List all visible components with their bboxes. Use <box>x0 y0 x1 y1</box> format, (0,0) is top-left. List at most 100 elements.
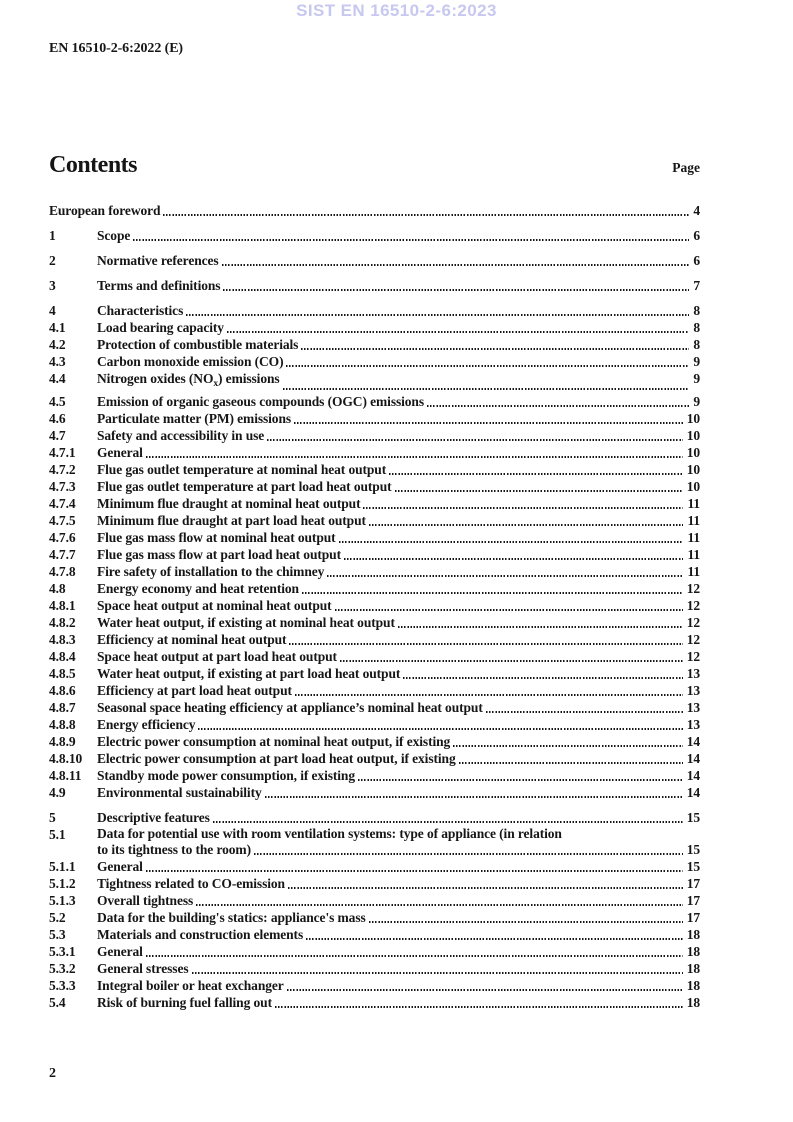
toc-entry-number: 4.8.10 <box>49 751 83 766</box>
toc-entry-title: Data for potential use with room ventila… <box>97 826 562 841</box>
dot-leader <box>394 489 683 492</box>
toc-entry-number: 4.7.8 <box>49 564 76 579</box>
toc-entry: 5.1.2 Tightness related to CO-emission 17 <box>49 875 700 892</box>
toc-entry: 4.4 Nitrogen oxides (NOx) emissions 9 <box>49 370 700 393</box>
toc-entry-title: Scope <box>97 228 131 243</box>
toc-entry-title: Integral boiler or heat exchanger <box>97 978 284 993</box>
dot-leader <box>397 625 683 628</box>
toc-entry-title: Environmental sustainability <box>97 785 262 800</box>
toc-entry-number: 4.8.6 <box>49 683 76 698</box>
toc-entry: 4.8.6 Efficiency at part load heat output… <box>49 682 700 699</box>
toc-entry-number: 4.5 <box>49 394 66 409</box>
toc-page-number: 9 <box>693 371 700 386</box>
dot-leader <box>301 347 690 350</box>
toc-page-number: 14 <box>686 768 700 783</box>
toc-entry-title: Water heat output, if existing at part l… <box>97 666 401 681</box>
toc-entry: 4.8.1 Space heat output at nominal heat o… <box>49 597 700 614</box>
toc-entry-number: 4.8.4 <box>49 649 76 664</box>
toc-page-number: 10 <box>686 479 700 494</box>
toc-entry-number: 4.8 <box>49 581 66 596</box>
toc-entry: 4.7.1 General 10 <box>49 444 700 461</box>
toc-entry-number: 4.8.1 <box>49 598 76 613</box>
dot-leader <box>338 540 684 543</box>
dot-leader <box>286 364 690 367</box>
toc-entry: 4.7.3 Flue gas outlet temperature at part… <box>49 478 700 495</box>
toc-page-number: 17 <box>686 876 700 891</box>
toc-entry-number: 4 <box>49 303 56 318</box>
toc-page-number: 11 <box>687 513 700 528</box>
toc-entry-title: Risk of burning fuel falling out <box>97 995 272 1010</box>
dot-leader <box>368 920 683 923</box>
toc-entry-title: General stresses <box>97 961 189 976</box>
dot-leader <box>306 937 683 940</box>
toc-entry-number: 5.1.1 <box>49 859 76 874</box>
dot-leader <box>389 472 683 475</box>
toc-entry-number: 4.4 <box>49 371 66 386</box>
toc-page-number: 6 <box>693 253 700 268</box>
toc-page-number: 12 <box>686 632 700 647</box>
dot-leader <box>212 820 683 823</box>
toc-entry-number: 5.1.2 <box>49 876 76 891</box>
toc-entry: 5.3.2 General stresses 18 <box>49 960 700 977</box>
toc-list: European foreword 4 1 Scope 6 2 Normative refe… <box>49 202 700 1011</box>
toc-entry-number: 1 <box>49 228 56 243</box>
toc-entry-number: 4.8.9 <box>49 734 76 749</box>
toc-entry-title: Efficiency at part load heat output <box>97 683 292 698</box>
toc-page-number: 8 <box>693 303 700 318</box>
toc-entry-title: General <box>97 859 143 874</box>
toc-entry-title: Electric power consumption at part load … <box>97 751 456 766</box>
toc-page-number: 8 <box>693 320 700 335</box>
toc-entry: 1 Scope 6 <box>49 227 700 244</box>
toc-entry: 5.3.1 General 18 <box>49 943 700 960</box>
toc-entry-title: Protection of combustible materials <box>97 337 299 352</box>
toc-entry-title: Characteristics <box>97 303 184 318</box>
toc-entry-number: 4.7.1 <box>49 445 76 460</box>
toc-entry-title: Normative references <box>97 253 219 268</box>
toc-entry-number: 4.8.2 <box>49 615 76 630</box>
toc-entry: 4.8.7 Seasonal space heating efficiency a… <box>49 699 700 716</box>
dot-leader <box>294 421 683 424</box>
toc-entry: 4.2 Protection of combustible materials 8 <box>49 336 700 353</box>
toc-entry-number: 5.3.2 <box>49 961 76 976</box>
dot-leader <box>145 954 683 957</box>
toc-page-number: 13 <box>686 700 700 715</box>
toc-entry: 4.8.5 Water heat output, if existing at p… <box>49 665 700 682</box>
toc-entry-number: 4.8.8 <box>49 717 76 732</box>
dot-leader <box>485 710 683 713</box>
toc-entry-number: 3 <box>49 278 56 293</box>
toc-entry-number: 5.3 <box>49 927 66 942</box>
toc-entry-title: Energy efficiency <box>97 717 196 732</box>
dot-leader <box>221 263 690 266</box>
dot-leader <box>196 903 683 906</box>
toc-entry-number: 5.3.1 <box>49 944 76 959</box>
toc-page-number: 13 <box>686 683 700 698</box>
dot-leader <box>253 852 683 855</box>
toc-entry-title: Safety and accessibility in use <box>97 428 265 443</box>
toc-entry-title: Nitrogen oxides (NOx) emissions <box>97 370 280 393</box>
toc-entry: 4 Characteristics 8 <box>49 302 700 319</box>
toc-entry-title: Electric power consumption at nominal he… <box>97 734 451 749</box>
toc-page-number: 4 <box>693 203 700 218</box>
dot-leader <box>264 795 683 798</box>
toc-entry-number: 2 <box>49 253 56 268</box>
toc-page-number: 12 <box>686 598 700 613</box>
dot-leader <box>226 330 690 333</box>
dot-leader <box>368 523 684 526</box>
dot-leader <box>191 971 683 974</box>
dot-leader <box>458 761 683 764</box>
subscript-text: x <box>213 379 219 389</box>
toc-entry-number: 4.7.3 <box>49 479 76 494</box>
dot-leader <box>163 213 690 216</box>
toc-entry-number: 4.7.6 <box>49 530 76 545</box>
toc-entry-number: 4.6 <box>49 411 66 426</box>
toc-entry-number: 4.7 <box>49 428 66 443</box>
toc-entry: 4.5 Emission of organic gaseous compounds… <box>49 393 700 410</box>
toc-entry-title: Minimum flue draught at part load heat o… <box>97 513 366 528</box>
toc-entry: 5.2 Data for the building's statics: appl… <box>49 909 700 926</box>
toc-page-number: 9 <box>693 394 700 409</box>
toc-page-number: 18 <box>686 961 700 976</box>
footer-page-number: 2 <box>49 1066 56 1081</box>
toc-entry: 4.8.2 Water heat output, if existing at n… <box>49 614 700 631</box>
toc-page-number: 18 <box>686 978 700 993</box>
toc-entry-title: General <box>97 445 143 460</box>
